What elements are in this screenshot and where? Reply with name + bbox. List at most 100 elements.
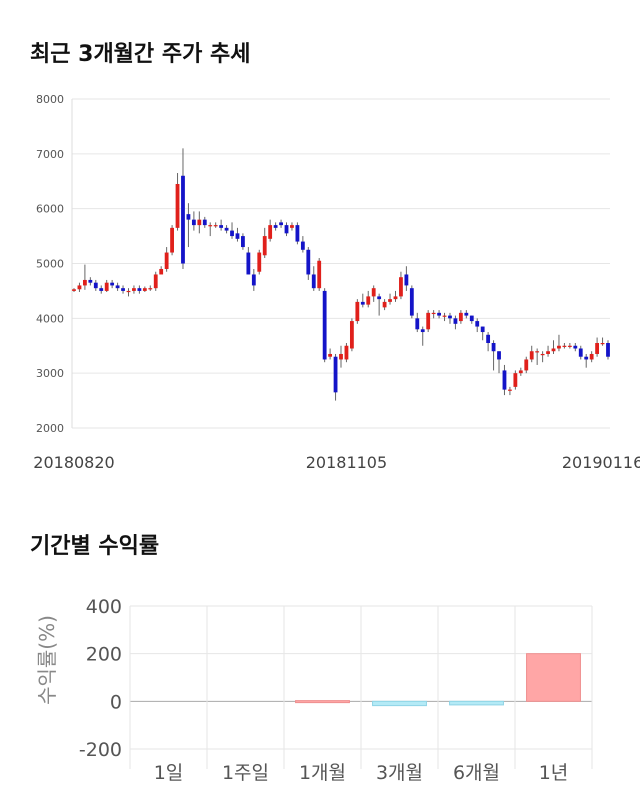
candle-body — [508, 389, 512, 391]
candle-body — [491, 343, 496, 352]
candle-body — [529, 351, 534, 360]
candle — [251, 268, 256, 291]
return-bar — [295, 700, 350, 704]
candle — [197, 211, 202, 234]
candle — [72, 288, 76, 293]
candle — [491, 340, 496, 371]
candle — [328, 348, 333, 360]
bar-x-tick-label: 3개월 — [376, 762, 423, 784]
candle-body — [600, 343, 605, 345]
candle — [224, 225, 229, 234]
candle-body — [475, 321, 480, 327]
candle-x-tick-label: 20180820 — [33, 453, 114, 472]
candle-body — [213, 225, 218, 227]
candle-y-tick-label: 3000 — [36, 367, 64, 380]
candle-body — [115, 285, 120, 289]
candle-body — [360, 301, 365, 305]
candle-body — [126, 290, 131, 293]
candle-body — [328, 353, 333, 357]
candle-y-ticks: 8000 7000 6000 5000 4000 3000 2000 — [36, 93, 64, 435]
candle-y-tick-label: 4000 — [36, 312, 64, 325]
candle — [584, 353, 589, 368]
candle-body — [388, 299, 392, 302]
candle-body — [431, 312, 436, 315]
candle-body — [393, 296, 398, 300]
candle — [306, 247, 311, 280]
candle-body — [279, 222, 283, 226]
candle — [104, 279, 109, 293]
candle — [219, 219, 224, 231]
candle-body — [202, 219, 207, 226]
candle-body — [208, 225, 213, 227]
candle — [578, 345, 583, 360]
candle — [273, 222, 278, 231]
return-bar — [372, 700, 427, 707]
candle — [110, 279, 115, 289]
candle-body — [110, 282, 115, 286]
candle-body — [322, 290, 327, 360]
bar-y-tick-label: 200 — [86, 644, 122, 666]
candle-body — [453, 318, 458, 324]
candle — [360, 293, 365, 308]
candle — [589, 351, 594, 363]
candle — [399, 271, 403, 300]
candle-body — [551, 348, 556, 352]
candle — [518, 367, 523, 376]
candle — [170, 225, 174, 256]
candle — [142, 286, 147, 293]
candle-body — [546, 351, 550, 354]
candle — [99, 285, 104, 294]
candle-body — [404, 274, 409, 286]
candle-body — [170, 227, 174, 253]
candle-body — [458, 312, 463, 322]
candle — [464, 310, 469, 319]
candle — [573, 343, 578, 352]
bar-grid — [129, 605, 593, 769]
candle-body — [399, 277, 403, 297]
candle-body — [148, 288, 153, 290]
candle — [82, 264, 87, 290]
candle — [257, 249, 262, 275]
candle-body — [284, 225, 289, 234]
price-trend-title: 최근 3개월간 주가 추세 — [30, 42, 251, 67]
candle — [164, 247, 169, 272]
candle — [513, 370, 518, 390]
candle-x-tick-label: 20190116 — [562, 453, 640, 472]
candle-body — [420, 329, 425, 333]
candle — [420, 326, 425, 346]
candle — [279, 219, 283, 228]
candle-body — [181, 175, 185, 264]
candle-body — [224, 227, 229, 231]
candle-body — [409, 288, 414, 316]
candle-body — [513, 373, 518, 387]
candle — [524, 356, 529, 374]
candle — [393, 290, 398, 302]
candle-body — [344, 345, 349, 360]
candle — [290, 222, 294, 231]
candle-body — [557, 345, 561, 349]
candle — [191, 211, 196, 231]
candle — [241, 233, 245, 250]
candle — [426, 310, 431, 333]
candle-body — [469, 315, 474, 322]
candle-body — [333, 356, 338, 393]
candle-body — [295, 225, 300, 242]
candle — [475, 318, 480, 333]
candle — [186, 203, 191, 248]
candle-body — [268, 225, 273, 239]
candle-body — [257, 252, 262, 272]
candle — [540, 351, 545, 363]
candle-body — [524, 359, 529, 371]
candle — [546, 345, 550, 357]
candle-body — [311, 274, 316, 289]
candle-body — [93, 282, 98, 289]
candle-body — [382, 301, 387, 308]
candle — [344, 343, 349, 363]
candle-body — [426, 312, 431, 330]
candle — [606, 340, 610, 360]
candle-body — [241, 236, 245, 248]
candle — [595, 337, 600, 357]
candle-marks — [72, 148, 610, 401]
bar-x-tick-label: 1년 — [539, 762, 569, 784]
